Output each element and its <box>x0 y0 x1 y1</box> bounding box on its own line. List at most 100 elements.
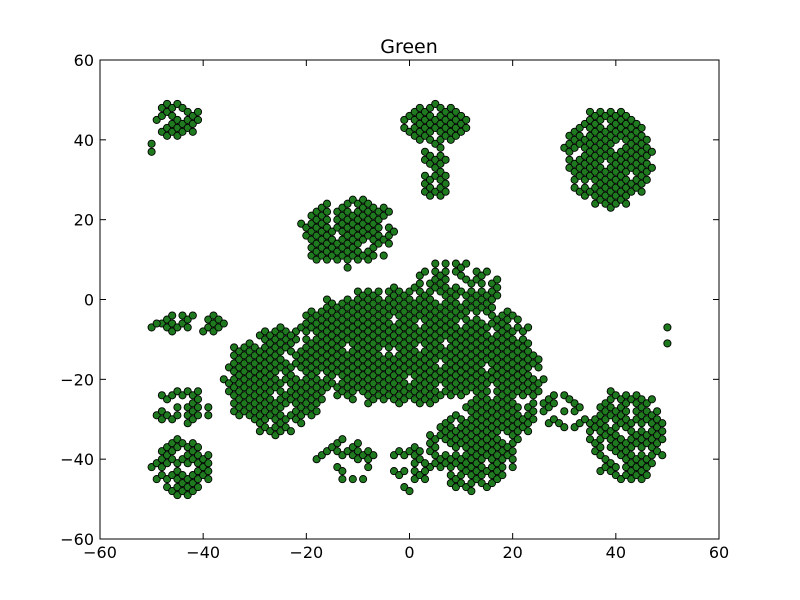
scatter-point <box>276 355 285 364</box>
scatter-point <box>338 467 347 476</box>
x-tick-label: 20 <box>502 543 522 562</box>
scatter-point <box>575 403 584 412</box>
scatter-point <box>462 123 471 132</box>
scatter-point <box>441 187 450 196</box>
scatter-point <box>462 115 471 124</box>
y-tick-label: 40 <box>74 131 94 150</box>
scatter-point <box>291 351 301 360</box>
scatter-point <box>204 467 213 476</box>
scatter-point <box>580 415 589 424</box>
scatter-point <box>147 139 156 148</box>
scatter-point <box>193 411 203 420</box>
scatter-point <box>297 419 306 428</box>
scatter-point <box>513 315 522 324</box>
scatter-point <box>560 407 569 416</box>
scatter-point <box>420 267 430 276</box>
scatter-point <box>441 267 450 276</box>
scatter-point <box>441 275 450 284</box>
scatter-point <box>493 283 502 292</box>
scatter-point <box>436 143 445 152</box>
scatter-point <box>369 251 378 260</box>
scatter-point <box>204 459 213 468</box>
scatter-point <box>653 407 662 416</box>
scatter-point <box>663 339 672 348</box>
scatter-point <box>364 463 373 472</box>
y-tick-label: −60 <box>60 530 94 549</box>
scatter-point <box>441 259 450 268</box>
scatter-point <box>348 475 357 484</box>
scatter-point <box>477 279 486 288</box>
scatter-point <box>322 207 332 216</box>
scatter-point <box>647 395 656 404</box>
scatter-point <box>193 483 203 492</box>
scatter-point <box>389 227 399 236</box>
scatter-point <box>204 451 213 460</box>
y-tick-label: 20 <box>74 211 94 230</box>
scatter-point <box>637 123 646 132</box>
scatter-point <box>173 403 182 412</box>
scatter-point <box>524 427 533 436</box>
scatter-point <box>276 331 285 340</box>
scatter-point <box>493 291 502 300</box>
scatter-point <box>400 467 409 476</box>
scatter-point <box>322 215 332 224</box>
scatter-point <box>204 403 213 412</box>
scatter-point <box>498 471 507 480</box>
x-tick-label: −20 <box>289 543 323 562</box>
scatter-point <box>663 323 672 332</box>
scatter-point <box>168 311 177 320</box>
scatter-point <box>353 439 362 448</box>
scatter-point <box>647 459 656 468</box>
scatter-point <box>549 391 558 400</box>
scatter-point <box>379 251 388 260</box>
scatter-point <box>374 223 383 232</box>
scatter-point <box>529 415 538 424</box>
scatter-point <box>534 355 543 364</box>
data-points <box>147 99 672 500</box>
scatter-point <box>441 179 450 188</box>
scatter-point <box>441 171 450 180</box>
scatter-point <box>529 399 538 408</box>
scatter-point <box>405 487 414 496</box>
scatter-point <box>637 187 646 196</box>
scatter-point <box>188 127 197 136</box>
scatter-point <box>420 467 430 476</box>
scatter-point <box>322 199 332 208</box>
scatter-point <box>431 443 440 452</box>
scatter-point <box>513 435 522 444</box>
scatter-point <box>173 411 182 420</box>
scatter-point <box>193 403 203 412</box>
scatter-point <box>369 451 378 460</box>
scatter-point <box>307 371 316 380</box>
scatter-point <box>431 259 440 268</box>
scatter-point <box>312 407 321 416</box>
scatter-point <box>467 487 476 496</box>
scatter-point <box>317 395 326 404</box>
scatter-point <box>420 459 430 468</box>
scatter-point <box>611 463 620 472</box>
scatter-point <box>415 447 424 456</box>
scatter-point <box>482 435 491 444</box>
scatter-point <box>539 375 548 384</box>
scatter-point <box>147 147 156 156</box>
scatter-point <box>498 463 507 472</box>
scatter-point <box>622 199 631 208</box>
y-tick-label: −40 <box>60 450 94 469</box>
scatter-point <box>487 303 497 312</box>
scatter-point <box>642 471 651 480</box>
x-tick-label: 40 <box>606 543 626 562</box>
scatter-point <box>596 443 605 452</box>
scatter-point <box>524 339 533 348</box>
x-tick-label: −40 <box>186 543 220 562</box>
scatter-point <box>549 399 558 408</box>
scatter-point <box>647 163 656 172</box>
scatter-point <box>193 107 203 116</box>
scatter-point <box>513 403 522 412</box>
scatter-point <box>343 263 352 272</box>
scatter-point <box>658 435 667 444</box>
scatter-point <box>524 323 533 332</box>
x-tick-label: 0 <box>404 543 414 562</box>
scatter-point <box>508 455 517 464</box>
scatter-point <box>152 319 161 328</box>
chart-title: Green <box>380 36 438 58</box>
